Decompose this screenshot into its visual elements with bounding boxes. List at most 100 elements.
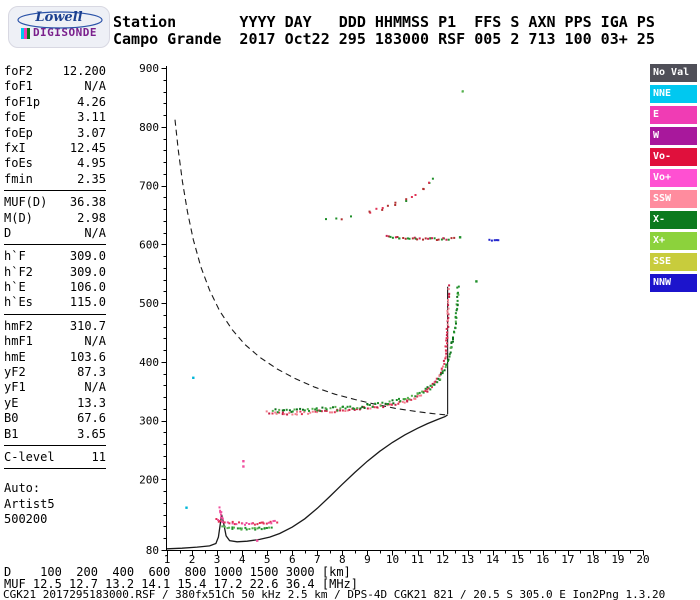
F-trace-X-mode-dot [449,351,452,354]
F-trace-O-mode-dot [324,409,327,412]
F-trace-O-mode-dot [426,388,429,391]
Es-trace-X-dot [231,527,234,530]
param-row: Artist5 [4,497,106,512]
param-label: h`Es [4,295,33,310]
Es-trace-O-dot [265,522,268,525]
F-trace-O-mode-dot [446,331,448,334]
second-hop-flat-dot [437,238,440,241]
F-trace-X-mode-dot [418,391,421,394]
F-trace-X-mode-dot [439,373,442,376]
Es-trace-X-dot [240,528,243,531]
Es-trace-X-dot [228,526,231,529]
stray-echoes-dot [475,280,478,283]
param-label: h`E [4,280,26,295]
F-trace-O-mode-dot [446,323,449,326]
F-trace-O-mode-dot [307,412,310,415]
F-trace-O-mode-dot [444,349,447,352]
x-tick-label: 14 [486,553,500,566]
legend-item: X+ [650,232,697,250]
Es-trace-O-dot [231,522,234,525]
F-trace-X-mode-dot [454,315,457,318]
F-trace-O-mode-dot [397,402,400,405]
param-label: fxI [4,140,26,155]
transmission-curve [174,119,446,416]
Es-cusp-dot [221,520,224,523]
F-trace-O-mode-dot [366,407,369,410]
Es-trace-O-dot [228,522,231,525]
Es-trace-O-dot [223,521,226,524]
F-trace-O-mode-dot [314,410,317,413]
F-trace-O-mode-dot [291,413,294,416]
second-hop-flat-dot [418,237,421,240]
F-trace-X-mode-dot [454,320,457,323]
F-trace-X-mode-dot [444,366,447,369]
F-trace-X-mode-dot [368,404,371,406]
second-hop-oblique-dot [431,177,434,180]
param-label: MUF(D) [4,195,48,210]
F-trace-X-mode-dot [429,388,432,391]
second-hop-flat-dot [398,237,401,240]
Es-trace-O-dot [270,522,273,525]
F-trace-O-mode-dot [382,406,385,409]
F-trace-X-mode-dot [336,409,339,412]
F-trace-X-mode-dot [314,408,317,411]
F-trace-O-mode-dot [369,407,372,410]
F-trace-X-mode-dot [324,407,327,410]
legend-item: Vo- [650,148,697,166]
param-value: 115.0 [69,295,106,310]
param-row: yF2 87.3 [4,365,106,380]
Es-trace-X-dot [226,527,229,530]
F-trace-X-mode-dot [291,410,294,413]
F-trace-X-mode-dot [290,410,293,413]
Es-trace-O-dot [262,522,265,525]
F-trace-X-mode-dot [315,407,318,410]
F-trace-X-mode-dot [441,370,444,373]
F-trace-X-mode-dot [399,400,402,403]
F-trace-O-mode-dot [288,411,291,414]
stray-echoes-dot [256,539,259,542]
second-hop-oblique-dot [428,181,430,184]
F-trace-O-mode-dot [445,327,448,330]
F-trace-X-mode-dot [359,407,362,410]
Es-cusp-dot [219,511,222,514]
panel-separator [4,244,106,246]
panel-separator [4,313,106,315]
x-tick-label: 12 [436,553,449,566]
second-hop-flat-dot [450,237,453,240]
F-trace-O-mode-dot [416,395,419,398]
y-tick-label: 300 [139,415,159,428]
Es-cusp-dot [220,516,222,519]
second-hop-oblique-dot [369,211,372,214]
Es-trace-O-dot [269,520,272,523]
second-hop-flat-dot [440,238,443,241]
F-trace-O-mode-dot [278,411,281,414]
Es-trace-X-dot [233,526,235,529]
second-hop-flat-dot [408,237,411,240]
second-hop-oblique-dot [405,200,408,202]
F-trace-O-mode-dot [394,403,397,406]
param-label: D [4,225,12,240]
F-trace-X-mode-dot [302,408,304,411]
F-trace-X-mode-dot [452,340,454,343]
F-trace-X-mode-dot [379,404,382,407]
x-tick-label: 8 [339,553,346,566]
second-hop-flat-dot [387,235,390,238]
F-trace-X-mode-dot [281,409,284,412]
param-row: hmF1 N/A [4,334,106,349]
F-trace-X-mode-dot [441,372,444,375]
F-trace-O-mode-dot [344,410,347,412]
F-trace-X-mode-dot [391,399,394,402]
param-row: foE 3.11 [4,110,106,125]
Es-trace-X-dot [258,526,261,529]
F-trace-X-mode-dot [384,402,387,405]
Es-trace-X-dot [270,526,273,529]
logo-brand: Lowell [35,10,83,25]
F-trace-X-mode-dot [447,358,450,361]
F-trace-X-mode-dot [299,407,302,410]
F-trace-X-mode-dot [456,295,459,298]
param-value: N/A [84,79,106,94]
param-row: foF1 N/A [4,79,106,94]
drift-segment-dot [493,239,496,242]
x-tick-label: 13 [461,553,474,566]
second-hop-flat-dot [447,238,450,241]
